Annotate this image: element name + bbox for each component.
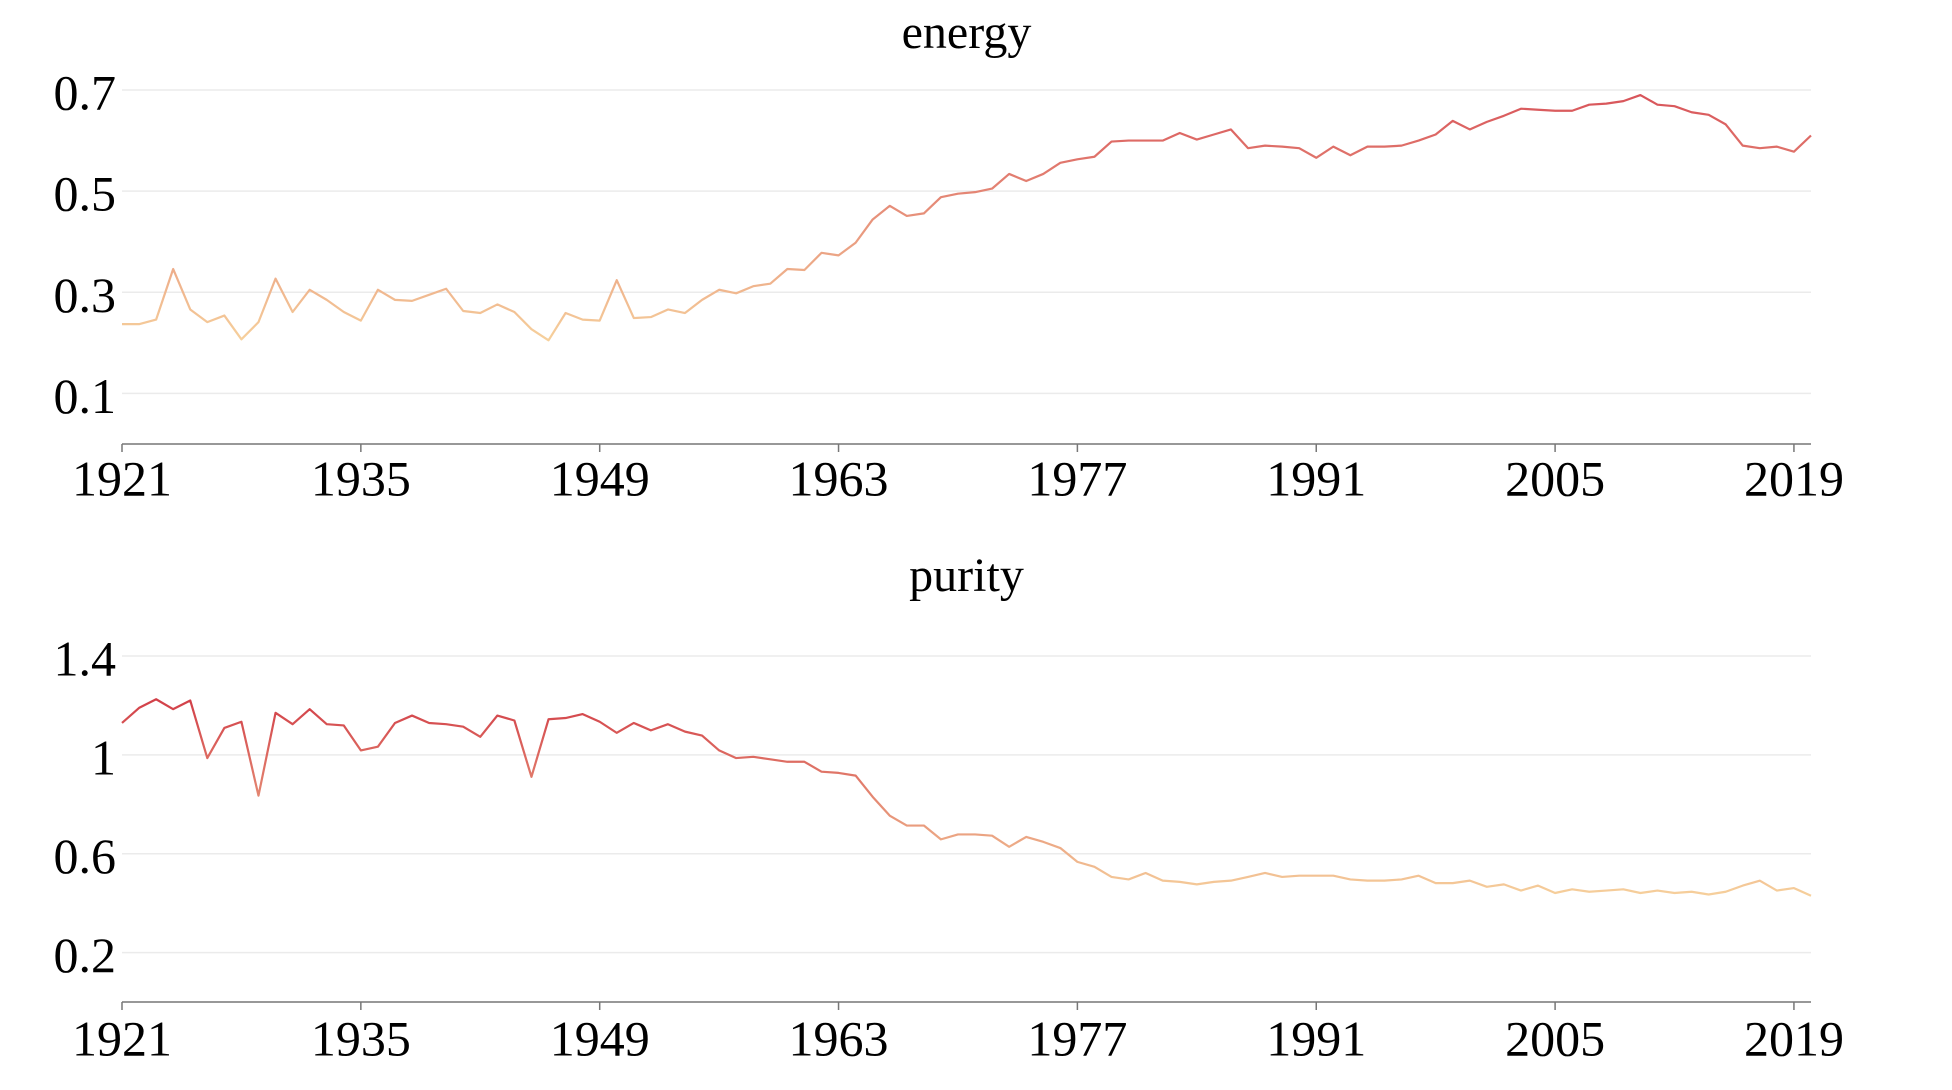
y-tick-label: 1	[91, 729, 116, 785]
x-tick-label: 2005	[1505, 450, 1605, 506]
x-tick-label: 1991	[1266, 450, 1366, 506]
x-tick-label: 1935	[311, 450, 411, 506]
x-tick-label: 1977	[1027, 450, 1127, 506]
y-tick-label: 0.5	[54, 166, 117, 222]
y-tick-label: 0.3	[54, 267, 117, 323]
y-tick-label: 0.1	[54, 368, 117, 424]
x-tick-label: 2019	[1744, 450, 1844, 506]
x-tick-label: 1935	[311, 1010, 411, 1066]
x-tick-label: 1921	[72, 1010, 172, 1066]
data-line	[121, 698, 1812, 897]
x-tick-label: 2005	[1505, 1010, 1605, 1066]
x-tick-label: 1963	[789, 450, 889, 506]
chart-title: purity	[909, 549, 1024, 602]
y-tick-label: 0.2	[54, 927, 117, 983]
x-tick-label: 1949	[550, 1010, 650, 1066]
data-line	[122, 93, 1812, 342]
x-tick-label: 1949	[550, 450, 650, 506]
y-tick-label: 0.7	[54, 64, 117, 120]
x-tick-label: 1977	[1027, 1010, 1127, 1066]
y-tick-label: 0.6	[54, 828, 117, 884]
x-tick-label: 2019	[1744, 1010, 1844, 1066]
x-tick-label: 1963	[789, 1010, 889, 1066]
chart-title: energy	[902, 6, 1032, 59]
x-tick-label: 1991	[1266, 1010, 1366, 1066]
x-tick-label: 1921	[72, 450, 172, 506]
y-tick-label: 1.4	[54, 630, 117, 686]
